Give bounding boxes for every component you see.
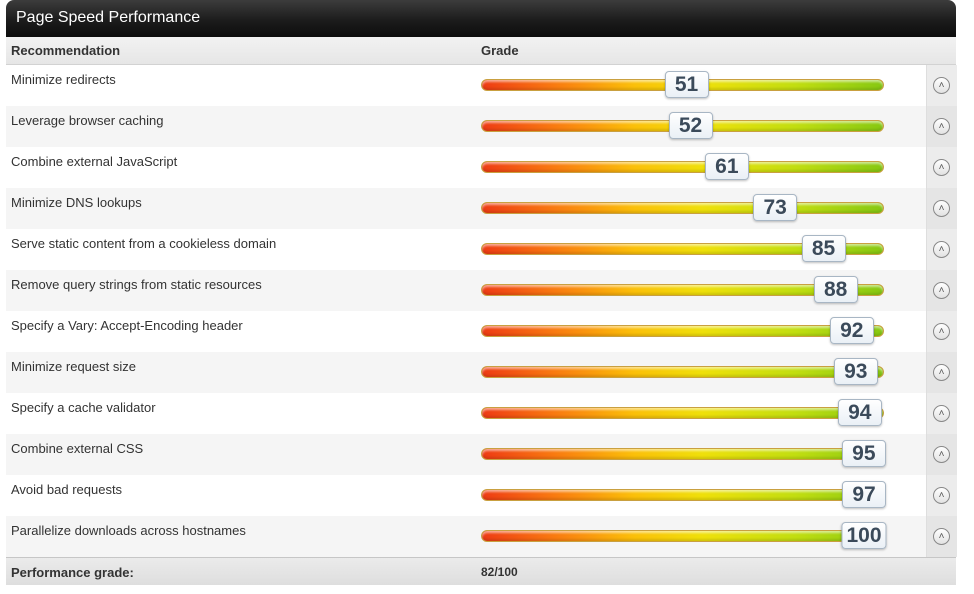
grade-value-badge: 94 [837,399,882,426]
table-header: Recommendation Grade [6,37,956,65]
grade-meter: 92 [481,317,884,344]
table-row: Parallelize downloads across hostnames 10… [6,516,957,557]
grade-meter: 88 [481,276,884,303]
grade-meter: 100 [481,522,887,549]
grade-value-badge: 73 [753,194,798,221]
expand-cell: ˄ [926,106,957,147]
grade-value-badge: 61 [704,153,749,180]
performance-grade-value: 82/100 [481,565,518,579]
grade-meter: 93 [481,358,884,385]
grade-value-badge: 93 [833,358,878,385]
grade-value-badge: 97 [842,481,886,508]
table-row: Minimize DNS lookups 73 ˄ [6,188,957,229]
table-row: Minimize redirects 51 ˄ [6,65,957,106]
chevron-up-circle-icon[interactable]: ˄ [933,528,950,545]
grade-value-badge: 51 [664,71,709,98]
chevron-up-circle-icon[interactable]: ˄ [933,159,950,176]
table-row: Avoid bad requests 97 ˄ [6,475,957,516]
grade-meter: 61 [481,153,884,180]
chevron-up-circle-icon[interactable]: ˄ [933,487,950,504]
chevron-up-circle-icon[interactable]: ˄ [933,364,950,381]
expand-cell: ˄ [926,229,957,270]
recommendation-label: Avoid bad requests [11,482,123,497]
expand-cell: ˄ [926,311,957,352]
expand-cell: ˄ [926,147,957,188]
expand-cell: ˄ [926,393,957,434]
expand-cell: ˄ [926,270,957,311]
recommendation-label: Minimize redirects [11,72,116,87]
expand-cell: ˄ [926,434,957,475]
grade-value-badge: 100 [841,522,887,549]
recommendation-label: Combine external JavaScript [11,154,178,169]
chevron-up-circle-icon[interactable]: ˄ [933,282,950,299]
grade-bar [481,325,884,337]
chevron-up-circle-icon[interactable]: ˄ [933,77,950,94]
grade-meter: 52 [481,112,884,139]
chevron-up-circle-icon[interactable]: ˄ [933,241,950,258]
recommendation-label: Remove query strings from static resourc… [11,277,262,292]
recommendation-label: Serve static content from a cookieless d… [11,236,277,251]
performance-grade-label: Performance grade: [11,565,134,580]
grade-bar [481,284,884,296]
grade-bar [481,202,884,214]
grade-value-badge: 88 [813,276,858,303]
recommendation-list: Minimize redirects 51 ˄ Leverage browser ca… [6,65,957,557]
recommendation-column-header: Recommendation [11,43,121,58]
grade-meter: 73 [481,194,884,221]
recommendation-label: Leverage browser caching [11,113,164,128]
table-row: Combine external CSS 95 ˄ [6,434,957,475]
grade-column-header: Grade [481,43,519,58]
table-row: Specify a cache validator 94 ˄ [6,393,957,434]
expand-cell: ˄ [926,352,957,393]
grade-meter: 94 [481,399,884,426]
table-row: Combine external JavaScript 61 ˄ [6,147,957,188]
expand-cell: ˄ [926,475,957,516]
performance-grade-footer: Performance grade: 82/100 [6,557,956,585]
table-row: Specify a Vary: Accept-Encoding header 92… [6,311,957,352]
grade-meter: 97 [481,481,886,508]
grade-meter: 51 [481,71,884,98]
grade-meter: 85 [481,235,884,262]
table-row: Leverage browser caching 52 ˄ [6,106,957,147]
recommendation-label: Combine external CSS [11,441,144,456]
grade-value-badge: 52 [668,112,713,139]
grade-bar [481,366,884,378]
grade-bar [481,407,884,419]
chevron-up-circle-icon[interactable]: ˄ [933,405,950,422]
chevron-up-circle-icon[interactable]: ˄ [933,200,950,217]
recommendation-label: Parallelize downloads across hostnames [11,523,246,538]
chevron-up-circle-icon[interactable]: ˄ [933,446,950,463]
recommendation-label: Minimize request size [11,359,136,374]
grade-bar [481,448,884,460]
page-speed-panel: Page Speed Performance Recommendation Gr… [6,0,957,585]
chevron-up-circle-icon[interactable]: ˄ [933,118,950,135]
grade-value-badge: 85 [801,235,846,262]
grade-meter: 95 [481,440,886,467]
expand-cell: ˄ [926,188,957,229]
chevron-up-circle-icon[interactable]: ˄ [933,323,950,340]
recommendation-label: Minimize DNS lookups [11,195,142,210]
grade-bar [481,161,884,173]
grade-bar [481,489,884,501]
recommendation-label: Specify a Vary: Accept-Encoding header [11,318,243,333]
grade-value-badge: 92 [829,317,874,344]
recommendation-label: Specify a cache validator [11,400,156,415]
table-row: Minimize request size 93 ˄ [6,352,957,393]
grade-bar [481,243,884,255]
expand-cell: ˄ [926,65,957,106]
panel-title: Page Speed Performance [6,0,956,37]
table-row: Serve static content from a cookieless d… [6,229,957,270]
grade-value-badge: 95 [841,440,886,467]
expand-cell: ˄ [926,516,957,557]
table-row: Remove query strings from static resourc… [6,270,957,311]
grade-bar [481,530,884,542]
